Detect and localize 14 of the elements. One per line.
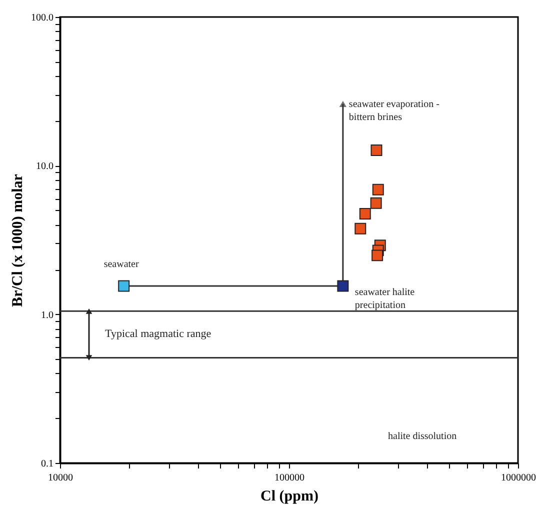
series-label: seawater evaporation - bittern brines [348,98,440,123]
series-label: seawater halite precipitation [354,287,416,312]
x-tick-label: 1000000 [501,472,536,484]
x-tick-label: 100000 [274,472,304,484]
y-tick-label: 10.0 [36,161,54,172]
x-tick-label: 10000 [48,472,73,484]
y-tick-label: 0.1 [41,458,54,470]
x-axis-title: Cl (ppm) [260,488,318,504]
y-tick-label: 1.0 [41,310,54,321]
annotation: halite dissolution [388,431,457,442]
y-tick-label: 100.0 [31,12,54,24]
y-axis-title: Br/Cl (x 1000) molar [10,174,26,307]
series-label: seawater [104,259,140,270]
annotation: Typical magmatic range [105,328,212,340]
